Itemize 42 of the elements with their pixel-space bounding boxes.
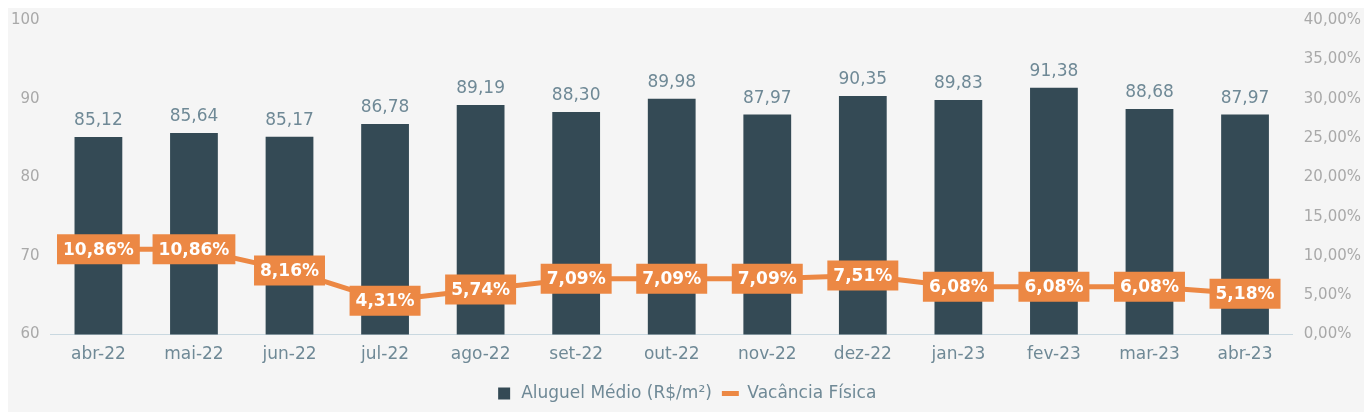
data-label: 85,64 xyxy=(169,104,219,125)
data-label: 87,97 xyxy=(1220,86,1270,107)
data-label: 85,17 xyxy=(265,108,314,129)
y2-tick-label: 10,00% xyxy=(1303,245,1362,264)
y2-tick-label: 0,00% xyxy=(1303,324,1352,343)
y2-tick-label: 40,00% xyxy=(1303,9,1362,28)
data-label: 89,98 xyxy=(647,70,697,91)
y-tick-label: 100 xyxy=(10,9,40,28)
y-tick-label: 90 xyxy=(20,88,40,107)
y2-tick-label: 25,00% xyxy=(1303,127,1362,146)
y-tick-label: 70 xyxy=(20,245,40,264)
data-label: 89,19 xyxy=(456,76,505,97)
y2-tick-label: 15,00% xyxy=(1303,206,1362,225)
data-label: 87,97 xyxy=(742,86,792,107)
y2-tick-label: 5,00% xyxy=(1303,285,1352,304)
legend-label: Aluguel Médio (R$/m²) xyxy=(521,381,712,402)
x-tick-label: out-22 xyxy=(643,343,700,364)
y-tick-label: 60 xyxy=(20,324,40,343)
data-label: 88,68 xyxy=(1125,80,1174,101)
y2-tick-label: 20,00% xyxy=(1303,167,1362,186)
y2-tick-label: 30,00% xyxy=(1303,88,1362,107)
x-tick-label: abr-23 xyxy=(1217,343,1273,364)
x-tick-label: jul-22 xyxy=(360,343,410,364)
y2-tick-label: 35,00% xyxy=(1303,49,1362,68)
data-label: 88,30 xyxy=(551,83,601,104)
x-tick-label: dez-22 xyxy=(833,343,892,364)
x-tick-label: jun-22 xyxy=(261,343,317,364)
x-tick-label: nov-22 xyxy=(738,343,797,364)
data-label: 89,83 xyxy=(934,71,983,92)
x-tick-label: mai-22 xyxy=(164,343,224,364)
x-tick-label: jan-23 xyxy=(930,343,986,364)
x-tick-label: abr-22 xyxy=(70,343,126,364)
data-label: 85,12 xyxy=(74,108,123,129)
legend-label: Vacância Física xyxy=(747,381,877,402)
data-label: 86,78 xyxy=(360,95,410,116)
x-tick-label: mar-23 xyxy=(1119,343,1180,364)
x-tick-label: ago-22 xyxy=(450,343,511,364)
data-label: 91,38 xyxy=(1029,59,1079,80)
x-tick-label: set-22 xyxy=(549,343,604,364)
x-tick-label: fev-23 xyxy=(1027,343,1081,364)
data-label: 90,35 xyxy=(838,67,888,88)
y-tick-label: 80 xyxy=(20,167,40,186)
